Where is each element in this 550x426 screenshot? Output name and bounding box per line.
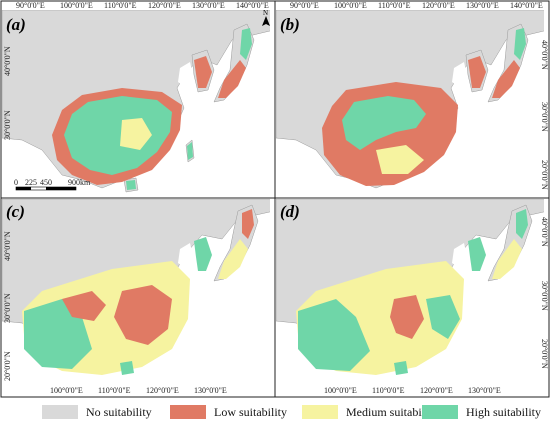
tick-label: 120°0'0"E <box>420 386 453 395</box>
legend-swatch <box>422 405 458 419</box>
panel-b-top-ticks: 90°0'0"E 100°0'0"E 110°0'0"E 120°0'0"E 1… <box>290 1 543 10</box>
panel-a-top-ticks: 90°0'0"E 100°0'0"E 110°0'0"E 120°0'0"E 1… <box>16 1 269 10</box>
legend-label: No suitability <box>86 404 152 419</box>
scale-bar: 0 225 450 900km <box>14 178 91 191</box>
zone-japan-high <box>240 28 252 60</box>
panel-label: (d) <box>280 202 300 221</box>
zone-low <box>390 295 424 339</box>
zone-sea <box>178 62 194 88</box>
scale-label: 900km <box>68 178 91 187</box>
zone-japan-low <box>218 60 246 98</box>
zone-high <box>64 96 172 175</box>
zone-hainan <box>394 361 408 375</box>
tick-label: 130°0'0"E <box>192 1 225 10</box>
panel-d-right-ticks: 40°0'0"N 30°0'0"N 20°0'0"N <box>540 217 549 369</box>
legend-item-high-suitability: High suitability <box>422 404 541 420</box>
tick-label: 110°0'0"E <box>104 1 137 10</box>
tick-label: 100°0'0"E <box>324 386 357 395</box>
tick-label: 30°0'0"N <box>3 293 12 323</box>
zone-sea <box>452 62 468 88</box>
tick-label: 130°0'0"E <box>466 1 499 10</box>
zone-japan-low <box>492 60 520 98</box>
north-arrow: N <box>262 9 270 26</box>
panel-a-left-ticks: 40°0'0"N 30°0'0"N <box>3 46 12 140</box>
tick-label: 20°0'0"N <box>540 339 549 369</box>
panel-d-bottom-ticks: 100°0'0"E 110°0'0"E 120°0'0"E 130°0'0"E <box>324 386 501 395</box>
legend-swatch <box>42 405 78 419</box>
zone-hainan <box>126 180 136 190</box>
legend-item-no-suitability: No suitability <box>42 404 152 420</box>
tick-label: 30°0'0"N <box>3 110 12 140</box>
tick-label: 30°0'0"N <box>540 281 549 311</box>
legend: No suitability Low suitability Medium su… <box>0 400 550 424</box>
zone-sea <box>178 243 194 269</box>
tick-label: 40°0'0"N <box>3 46 12 76</box>
tick-label: 120°0'0"E <box>422 1 455 10</box>
zone-japan-high <box>516 209 528 239</box>
tick-label: 100°0'0"E <box>334 1 367 10</box>
tick-label: 40°0'0"N <box>540 217 549 247</box>
zone-korea-high <box>194 237 212 271</box>
zone-medium <box>120 118 152 150</box>
tick-label: 130°0'0"E <box>194 386 227 395</box>
tick-label: 140°0'0"E <box>236 1 269 10</box>
tick-label: 100°0'0"E <box>60 1 93 10</box>
legend-swatch <box>170 405 206 419</box>
legend-label: Medium suitability <box>346 404 438 419</box>
zone-high-east <box>426 295 460 339</box>
zone-hainan <box>120 361 134 375</box>
zone-japan-medium <box>492 239 522 279</box>
panel-a: 90°0'0"E 100°0'0"E 110°0'0"E 120°0'0"E 1… <box>2 1 270 196</box>
tick-label: 40°0'0"N <box>540 40 549 70</box>
legend-item-low-suitability: Low suitability <box>170 404 287 420</box>
panel-label: (c) <box>6 202 25 221</box>
tick-label: 140°0'0"E <box>510 1 543 10</box>
scale-label: 0 <box>14 178 18 187</box>
panel-c: 40°0'0"N 30°0'0"N 20°0'0"N 100°0'0"E 110… <box>2 199 270 395</box>
legend-swatch <box>302 405 338 419</box>
zone-korea-low <box>468 56 486 88</box>
zone-taiwan <box>187 142 193 160</box>
zone-low <box>114 285 172 345</box>
panel-b: 90°0'0"E 100°0'0"E 110°0'0"E 120°0'0"E 1… <box>276 1 549 196</box>
tick-label: 110°0'0"E <box>378 1 411 10</box>
zone-high <box>342 96 426 150</box>
scale-label: 450 <box>40 178 52 187</box>
zone-japan-low <box>242 209 254 239</box>
panel-label: (a) <box>6 15 26 34</box>
zone-high <box>298 299 370 371</box>
scale-label: 225 <box>25 178 37 187</box>
zone-korea-high <box>468 237 486 271</box>
panel-label: (b) <box>280 15 300 34</box>
panel-c-bottom-ticks: 100°0'0"E 110°0'0"E 120°0'0"E 130°0'0"E <box>50 386 227 395</box>
tick-label: 130°0'0"E <box>468 386 501 395</box>
tick-label: 120°0'0"E <box>146 386 179 395</box>
tick-label: 90°0'0"E <box>290 1 319 10</box>
zone-korea-low <box>194 56 212 88</box>
panel-b-right-ticks: 40°0'0"N 30°0'0"N 20°0'0"N <box>540 40 549 190</box>
zone-medium <box>376 145 424 174</box>
tick-label: 40°0'0"N <box>3 231 12 261</box>
tick-label: 30°0'0"N <box>540 102 549 132</box>
zone-low-west <box>62 291 106 321</box>
tick-label: 110°0'0"E <box>98 386 131 395</box>
zone-japan-high <box>514 28 526 60</box>
panel-d: 40°0'0"N 30°0'0"N 20°0'0"N 100°0'0"E 110… <box>276 199 549 395</box>
tick-label: 20°0'0"N <box>540 160 549 190</box>
zone-sea <box>452 243 468 269</box>
legend-label: Low suitability <box>214 404 287 419</box>
panel-c-left-ticks: 40°0'0"N 30°0'0"N 20°0'0"N <box>3 231 12 381</box>
north-label: N <box>263 9 268 17</box>
legend-item-medium-suitability: Medium suitability <box>302 404 438 420</box>
tick-label: 20°0'0"N <box>3 351 12 381</box>
zone-japan-medium <box>218 239 248 279</box>
tick-label: 100°0'0"E <box>50 386 83 395</box>
legend-label: High suitability <box>466 404 541 419</box>
tick-label: 110°0'0"E <box>372 386 405 395</box>
tick-label: 120°0'0"E <box>148 1 181 10</box>
tick-label: 90°0'0"E <box>16 1 45 10</box>
